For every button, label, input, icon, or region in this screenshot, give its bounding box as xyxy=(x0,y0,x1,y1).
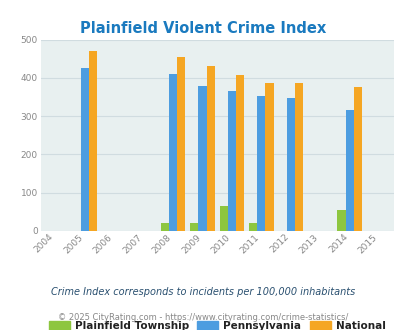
Bar xyxy=(265,83,273,231)
Legend: Plainfield Township, Pennsylvania, National: Plainfield Township, Pennsylvania, Natio… xyxy=(45,316,389,330)
Bar xyxy=(227,91,235,231)
Bar xyxy=(235,75,244,231)
Bar xyxy=(177,57,185,231)
Bar xyxy=(248,222,257,231)
Text: Crime Index corresponds to incidents per 100,000 inhabitants: Crime Index corresponds to incidents per… xyxy=(51,287,354,297)
Bar xyxy=(353,87,361,231)
Bar xyxy=(286,98,294,231)
Bar xyxy=(81,68,89,231)
Bar xyxy=(190,222,198,231)
Bar xyxy=(294,83,303,231)
Bar xyxy=(89,51,97,231)
Text: Plainfield Violent Crime Index: Plainfield Violent Crime Index xyxy=(80,21,325,36)
Text: © 2025 CityRating.com - https://www.cityrating.com/crime-statistics/: © 2025 CityRating.com - https://www.city… xyxy=(58,313,347,322)
Bar xyxy=(345,111,353,231)
Bar xyxy=(257,96,265,231)
Bar xyxy=(168,74,177,231)
Bar xyxy=(160,222,168,231)
Bar xyxy=(337,210,345,231)
Bar xyxy=(198,86,206,231)
Bar xyxy=(206,66,214,231)
Bar xyxy=(219,206,227,231)
